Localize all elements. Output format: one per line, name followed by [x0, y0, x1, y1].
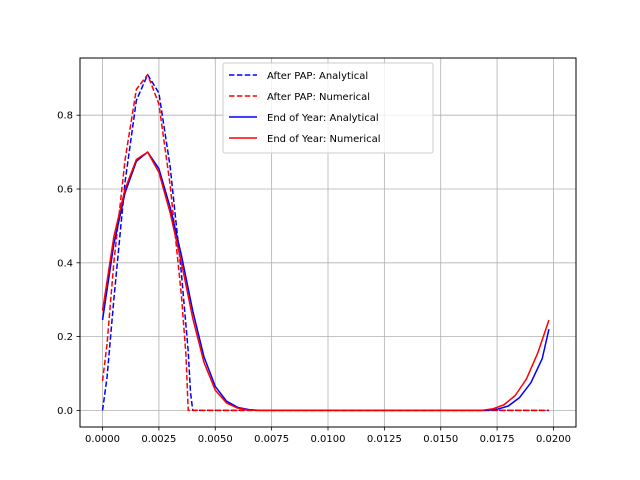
- x-tick-label: 0.0025: [141, 434, 176, 445]
- legend-label: After PAP: Numerical: [267, 92, 370, 103]
- legend-label: End of Year: Analytical: [267, 113, 379, 124]
- x-tick-label: 0.0075: [254, 434, 289, 445]
- legend-box: [222, 62, 434, 154]
- series-line-3: [101, 151, 550, 412]
- x-tick-label: 0.0100: [311, 434, 346, 445]
- x-tick-label: 0.0175: [480, 434, 515, 445]
- legend: After PAP: Analytical After PAP: Numerica…: [222, 62, 434, 154]
- series-line-2: [101, 151, 550, 412]
- x-tick-label: 0.0050: [198, 434, 233, 445]
- y-tick-label: 0.4: [57, 258, 73, 269]
- y-tick-label: 0.6: [57, 184, 73, 195]
- x-axis: 0.0000 0.0025 0.0050 0.0075 0.0100 0.0125 0.01…: [85, 427, 571, 445]
- y-axis: 0.0 0.2 0.4 0.6 0.8: [57, 111, 80, 417]
- plot-lines: [101, 73, 550, 412]
- x-tick-label: 0.0125: [367, 434, 402, 445]
- x-tick-label: 0.0200: [536, 434, 571, 445]
- y-tick-label: 0.0: [57, 406, 73, 417]
- y-tick-label: 0.2: [57, 332, 73, 343]
- y-tick-label: 0.8: [57, 111, 73, 122]
- legend-label: After PAP: Analytical: [267, 71, 368, 82]
- x-tick-label: 0.0000: [85, 434, 120, 445]
- legend-label: End of Year: Numerical: [267, 134, 381, 145]
- x-tick-label: 0.0150: [423, 434, 458, 445]
